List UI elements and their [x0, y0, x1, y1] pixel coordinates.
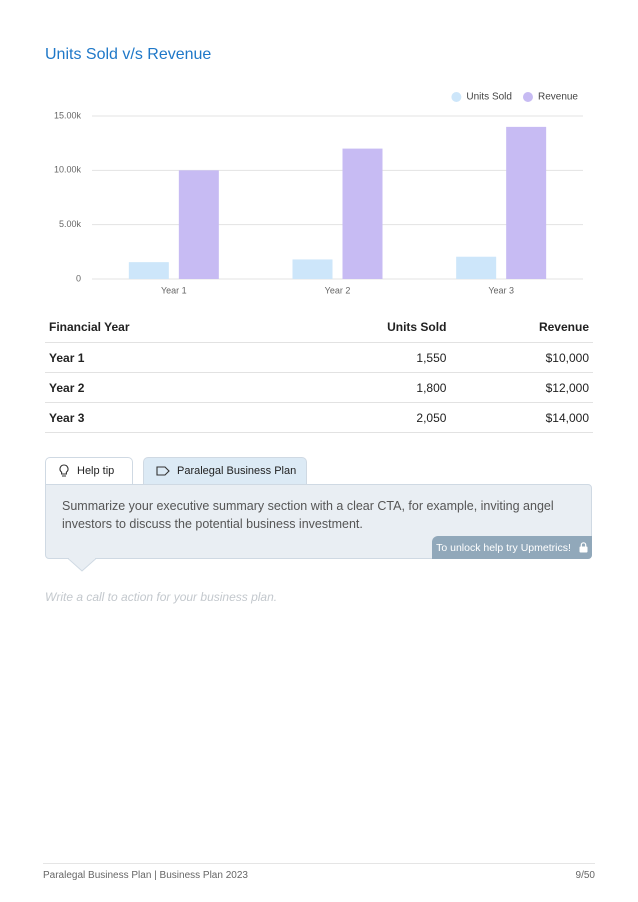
legend-swatch — [451, 92, 462, 102]
plan-tab[interactable]: Paralegal Business Plan — [143, 457, 307, 484]
help-tab[interactable]: Help tip — [45, 457, 133, 484]
x-tick-label: Year 3 — [488, 285, 514, 295]
bar — [292, 259, 333, 279]
header-cell: Units Sold — [262, 312, 451, 343]
y-tick-label: 5.00k — [59, 219, 82, 229]
data-table: Financial Year Units Sold Revenue Year 1 1,5… — [45, 312, 593, 433]
bar — [342, 148, 383, 279]
bulb-icon — [59, 464, 69, 477]
table-cell: $14,000 — [450, 402, 593, 433]
placeholder: Write a call to action for your business… — [45, 590, 278, 604]
legend-label: Units Sold — [466, 92, 512, 103]
chart: 0 5.00k 10.00k 15.00k Year 1 Year 2 Year 3 Reve… — [54, 92, 583, 295]
header-cell: Revenue — [450, 312, 593, 343]
table-cell: $10,000 — [450, 342, 593, 373]
bar — [506, 126, 547, 279]
bar — [128, 262, 169, 279]
tag-icon — [156, 466, 170, 476]
unlock-badge[interactable]: To unlock help try Upmetrics! — [432, 536, 592, 559]
footer-left: Paralegal Business Plan | Business Plan … — [43, 870, 248, 881]
table-cell: Year 1 — [45, 342, 263, 373]
tip-pointer — [68, 558, 97, 572]
table-cell: 2,050 — [262, 402, 451, 433]
tab-label: Help tip — [77, 465, 115, 477]
x-tick-label: Year 2 — [325, 285, 351, 295]
table-cell: Year 3 — [45, 402, 263, 433]
legend-label: Revenue — [538, 92, 578, 103]
table-row: Year 1 1,550 $10,000 — [45, 342, 593, 373]
legend-swatch — [522, 92, 533, 102]
help-text: Summarize your executive summary section… — [62, 499, 554, 531]
help-box: Summarize your executive summary section… — [45, 484, 592, 559]
y-tick-label: 0 — [76, 273, 81, 283]
table-cell: Year 2 — [45, 372, 263, 403]
lock-icon — [579, 542, 588, 553]
table-row: Year 2 1,800 $12,000 — [45, 372, 593, 403]
footer: Paralegal Business Plan | Business Plan … — [43, 863, 595, 881]
table-header: Financial Year Units Sold Revenue — [45, 312, 593, 343]
header-cell: Financial Year — [45, 312, 263, 343]
tab-label: Paralegal Business Plan — [177, 465, 297, 477]
bar — [456, 256, 497, 279]
table-cell: 1,550 — [262, 342, 451, 373]
y-tick-label: 15.00k — [54, 110, 82, 120]
x-tick-label: Year 1 — [161, 285, 187, 295]
bar — [178, 170, 219, 279]
y-tick-label: 10.00k — [54, 165, 82, 175]
table-cell: 1,800 — [262, 372, 451, 403]
table-cell: $12,000 — [450, 372, 593, 403]
page-number: 9/50 — [575, 870, 595, 881]
chart-title: Units Sold v/s Revenue — [45, 46, 212, 63]
unlock-text: To unlock help try Upmetrics! — [436, 541, 571, 554]
table-row: Year 3 2,050 $14,000 — [45, 402, 593, 433]
